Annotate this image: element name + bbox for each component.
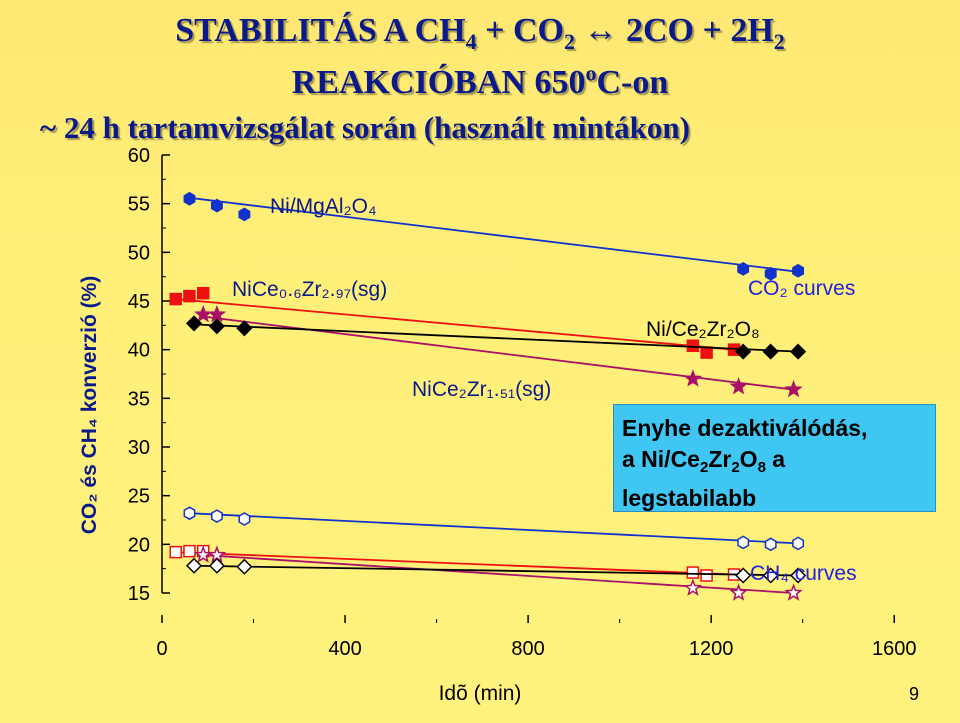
point-cezr-ch4-3 xyxy=(735,567,752,584)
conclusion-box: Enyhe dezaktiválódás, a Ni/Ce2Zr2O8 a le… xyxy=(613,404,936,512)
point-mgal-ch4-3 xyxy=(737,535,750,550)
point-mgal-ch4-4 xyxy=(764,537,777,552)
point-cezr-co2-1 xyxy=(208,318,225,335)
page-number: 9 xyxy=(909,684,920,704)
point-nice2-ch4-3 xyxy=(729,583,748,601)
point-mgal-co2-1 xyxy=(210,198,223,213)
y-tick-label-15: 15 xyxy=(128,583,150,605)
y-axis-label: CO₂ és CH₄ konverzió (%) xyxy=(78,276,101,535)
y-tick-label-25: 25 xyxy=(128,486,150,508)
annotation-label-nice2zr151: NiCe₂Zr₁.₅₁(sg) xyxy=(412,378,551,401)
trend-line-cezr-co2 xyxy=(193,323,799,353)
y-tick-label-20: 20 xyxy=(128,534,150,556)
trend-line-nice06-co2 xyxy=(175,298,735,351)
point-nice2-co2-4 xyxy=(784,379,803,398)
point-cezr-co2-5 xyxy=(790,343,807,360)
point-nice06-ch4-4 xyxy=(700,569,713,582)
point-nice2-ch4-4 xyxy=(784,583,803,601)
point-cezr-ch4-0 xyxy=(185,557,203,574)
annotation-co2-curves: CO₂ curves xyxy=(748,277,855,300)
point-nice2-co2-0 xyxy=(194,305,213,323)
trend-line-cezr-ch4 xyxy=(194,564,799,577)
trend-line-nice06-ch4 xyxy=(175,551,735,576)
conclusion-line3: legstabilabb xyxy=(622,485,757,511)
y-tick-label-60: 60 xyxy=(128,145,150,167)
y-tick-label-55: 55 xyxy=(128,194,150,216)
slide-subtitle: ~ 24 h tartamvizsgálat során (használt m… xyxy=(40,110,690,145)
y-tick-label-50: 50 xyxy=(128,242,150,264)
point-mgal-co2-2 xyxy=(238,207,251,222)
annotation-ch4-curves: CH₄ curves xyxy=(750,562,857,585)
x-tick-label-800: 800 xyxy=(511,638,544,660)
point-cezr-ch4-4 xyxy=(762,567,779,584)
point-nice06-co2-0 xyxy=(169,292,182,306)
point-nice06-co2-3 xyxy=(686,339,700,353)
slide-title-line2: REAKCIÓBAN 650oC-on xyxy=(291,60,669,101)
y-tick-label-45: 45 xyxy=(128,291,150,313)
trend-line-mgal-co2 xyxy=(189,196,799,273)
point-nice06-ch4-3 xyxy=(686,566,700,579)
point-nice06-ch4-1 xyxy=(183,544,196,558)
slide-title-line1: STABILITÁS A CH4 + CO2 ↔ 2CO + 2H2 xyxy=(175,12,785,54)
point-mgal-ch4-1 xyxy=(210,509,223,523)
point-cezr-ch4-1 xyxy=(208,557,225,574)
point-nice2-ch4-2 xyxy=(683,578,702,596)
point-nice2-co2-2 xyxy=(683,369,702,387)
point-nice06-co2-2 xyxy=(196,286,210,300)
point-cezr-co2-3 xyxy=(735,343,752,360)
x-tick-label-1200: 1200 xyxy=(689,638,734,660)
x-tick-label-1600: 1600 xyxy=(872,638,917,660)
conclusion-line1: Enyhe dezaktiválódás, xyxy=(622,415,868,441)
point-mgal-co2-3 xyxy=(737,262,750,276)
y-tick-label-40: 40 xyxy=(128,340,150,362)
point-mgal-ch4-2 xyxy=(238,512,251,526)
y-tick-label-35: 35 xyxy=(128,388,150,410)
y-tick-label-30: 30 xyxy=(128,437,150,459)
point-nice06-co2-4 xyxy=(700,346,713,359)
conclusion-line2: a Ni/Ce2Zr2O8 a xyxy=(622,446,786,476)
point-mgal-co2-4 xyxy=(764,266,777,281)
point-cezr-co2-4 xyxy=(762,343,779,360)
point-mgal-ch4-0 xyxy=(183,506,196,521)
x-tick-label-400: 400 xyxy=(328,638,361,660)
point-mgal-co2-5 xyxy=(792,263,805,278)
point-cezr-ch4-5 xyxy=(790,567,807,584)
point-nice2-co2-3 xyxy=(729,377,748,395)
annotation-label-ni-mgal2o4: Ni/MgAl₂O₄ xyxy=(270,195,377,218)
point-cezr-co2-0 xyxy=(185,315,203,332)
point-nice06-ch4-0 xyxy=(169,545,182,559)
x-axis-label: Idõ (min) xyxy=(439,682,522,705)
annotation-label-ni-ce2zr2o8: Ni/Ce₂Zr₂O₈ xyxy=(646,318,760,341)
trend-line-mgal-ch4 xyxy=(189,512,799,545)
point-mgal-co2-0 xyxy=(183,191,196,206)
point-cezr-ch4-2 xyxy=(236,558,253,575)
x-tick-label-0: 0 xyxy=(156,638,167,660)
point-nice06-co2-1 xyxy=(183,289,196,303)
point-nice2-co2-1 xyxy=(207,305,227,323)
point-cezr-co2-2 xyxy=(236,320,253,337)
point-mgal-ch4-5 xyxy=(792,536,805,551)
annotation-label-nice06zr297: NiCe₀.₆Zr₂.₉₇(sg) xyxy=(232,278,387,301)
